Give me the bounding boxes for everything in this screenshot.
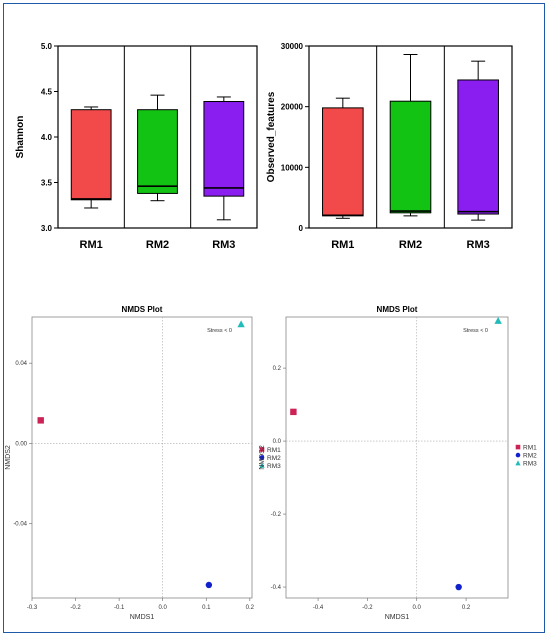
- x-tick-label: RM1: [80, 239, 103, 251]
- x-tick-label: -0.1: [114, 605, 125, 611]
- y-tick-label: 0.0: [273, 439, 282, 445]
- box-rm2: [389, 100, 432, 214]
- plot-border: [31, 316, 253, 599]
- y-tick-label: 3.0: [41, 224, 53, 233]
- point-rm2: [455, 583, 462, 591]
- point-rm3: [237, 320, 245, 328]
- y-tick-label: 20000: [281, 103, 304, 112]
- legend-label: RM2: [267, 455, 281, 462]
- box-chart-1: RM1 RM2 RM3 0 10000 20000 30000 Observed_featur…: [266, 42, 513, 251]
- y-tick-label: -0.04: [13, 522, 27, 528]
- x-tick-label: RM2: [146, 239, 169, 251]
- box-rm3: [457, 79, 499, 215]
- y-axis-label: NMDS2: [259, 445, 266, 470]
- y-tick-label: 4.0: [41, 133, 53, 142]
- stress-annotation: Stress < 0: [463, 328, 488, 334]
- box-rm1: [70, 109, 112, 201]
- legend-marker-rm1: [259, 447, 265, 452]
- legend-label: RM3: [523, 461, 537, 468]
- chart-title: NMDS Plot: [122, 305, 163, 314]
- x-tick-label: 0.1: [202, 605, 211, 611]
- y-tick-label: 5.0: [41, 42, 53, 51]
- legend-marker-rm2: [515, 452, 521, 458]
- x-axis-label: NMDS1: [385, 614, 410, 621]
- plot-border: [285, 316, 509, 599]
- box-rm3: [203, 101, 245, 197]
- x-tick-label: -0.2: [362, 605, 373, 611]
- nmds-chart-3: NMDS Plot -0.4 -0.2 0.0 0.2 -0.4 -0.2 0.0 0.2 NMD…: [259, 305, 537, 621]
- x-axis-label: NMDS1: [130, 614, 155, 621]
- x-tick-label: 0.2: [462, 605, 471, 611]
- nmds-chart-2: NMDS Plot -0.3 -0.2 -0.1 0.0 0.1 0.2 -0.04 0.00 0…: [5, 305, 281, 621]
- box-rm2: [137, 109, 178, 194]
- y-axis-label: Observed_features: [266, 91, 277, 182]
- y-tick-label: -0.4: [271, 585, 282, 591]
- x-tick-label: RM3: [467, 239, 490, 251]
- y-axis-label: Shannon: [15, 116, 26, 159]
- point-rm2: [205, 581, 213, 589]
- x-tick-label: RM2: [399, 239, 422, 251]
- y-tick-label: 30000: [281, 42, 304, 51]
- legend-label: RM2: [523, 453, 537, 460]
- y-tick-label: 0.00: [15, 441, 27, 447]
- y-tick-label: 3.5: [41, 179, 53, 188]
- legend-marker-rm3: [259, 462, 265, 468]
- y-tick-label: 0.04: [15, 361, 27, 367]
- x-tick-label: RM3: [212, 239, 235, 251]
- y-axis-label: NMDS2: [5, 445, 12, 470]
- y-tick-label: 4.5: [41, 88, 53, 97]
- legend-marker-rm3: [515, 460, 521, 466]
- box-chart-0: RM1 RM2 RM3 3.0 3.5 4.0 4.5 5.0 Shannon: [15, 42, 258, 251]
- chart-title: NMDS Plot: [377, 305, 418, 314]
- box-rm1: [322, 107, 364, 217]
- x-tick-label: 0.2: [246, 605, 255, 611]
- legend-label: RM1: [523, 445, 537, 452]
- y-tick-label: -0.2: [271, 512, 282, 518]
- stress-annotation: Stress < 0: [207, 328, 232, 334]
- legend-label: RM3: [267, 463, 281, 470]
- point-rm3: [494, 316, 502, 324]
- legend-marker-rm2: [259, 455, 265, 460]
- x-tick-label: 0.0: [159, 605, 168, 611]
- point-rm1: [37, 417, 44, 424]
- x-tick-label: -0.4: [313, 605, 324, 611]
- x-tick-label: -0.3: [27, 605, 38, 611]
- x-tick-label: -0.2: [70, 605, 81, 611]
- legend-label: RM1: [267, 447, 281, 454]
- y-tick-label: 0: [299, 224, 304, 233]
- x-tick-label: 0.0: [413, 605, 422, 611]
- legend-marker-rm1: [515, 444, 521, 450]
- x-tick-label: RM1: [331, 239, 354, 251]
- plot-border: [308, 45, 513, 229]
- point-rm1: [290, 408, 297, 416]
- y-tick-label: 10000: [281, 163, 304, 172]
- y-tick-label: 0.2: [273, 366, 282, 372]
